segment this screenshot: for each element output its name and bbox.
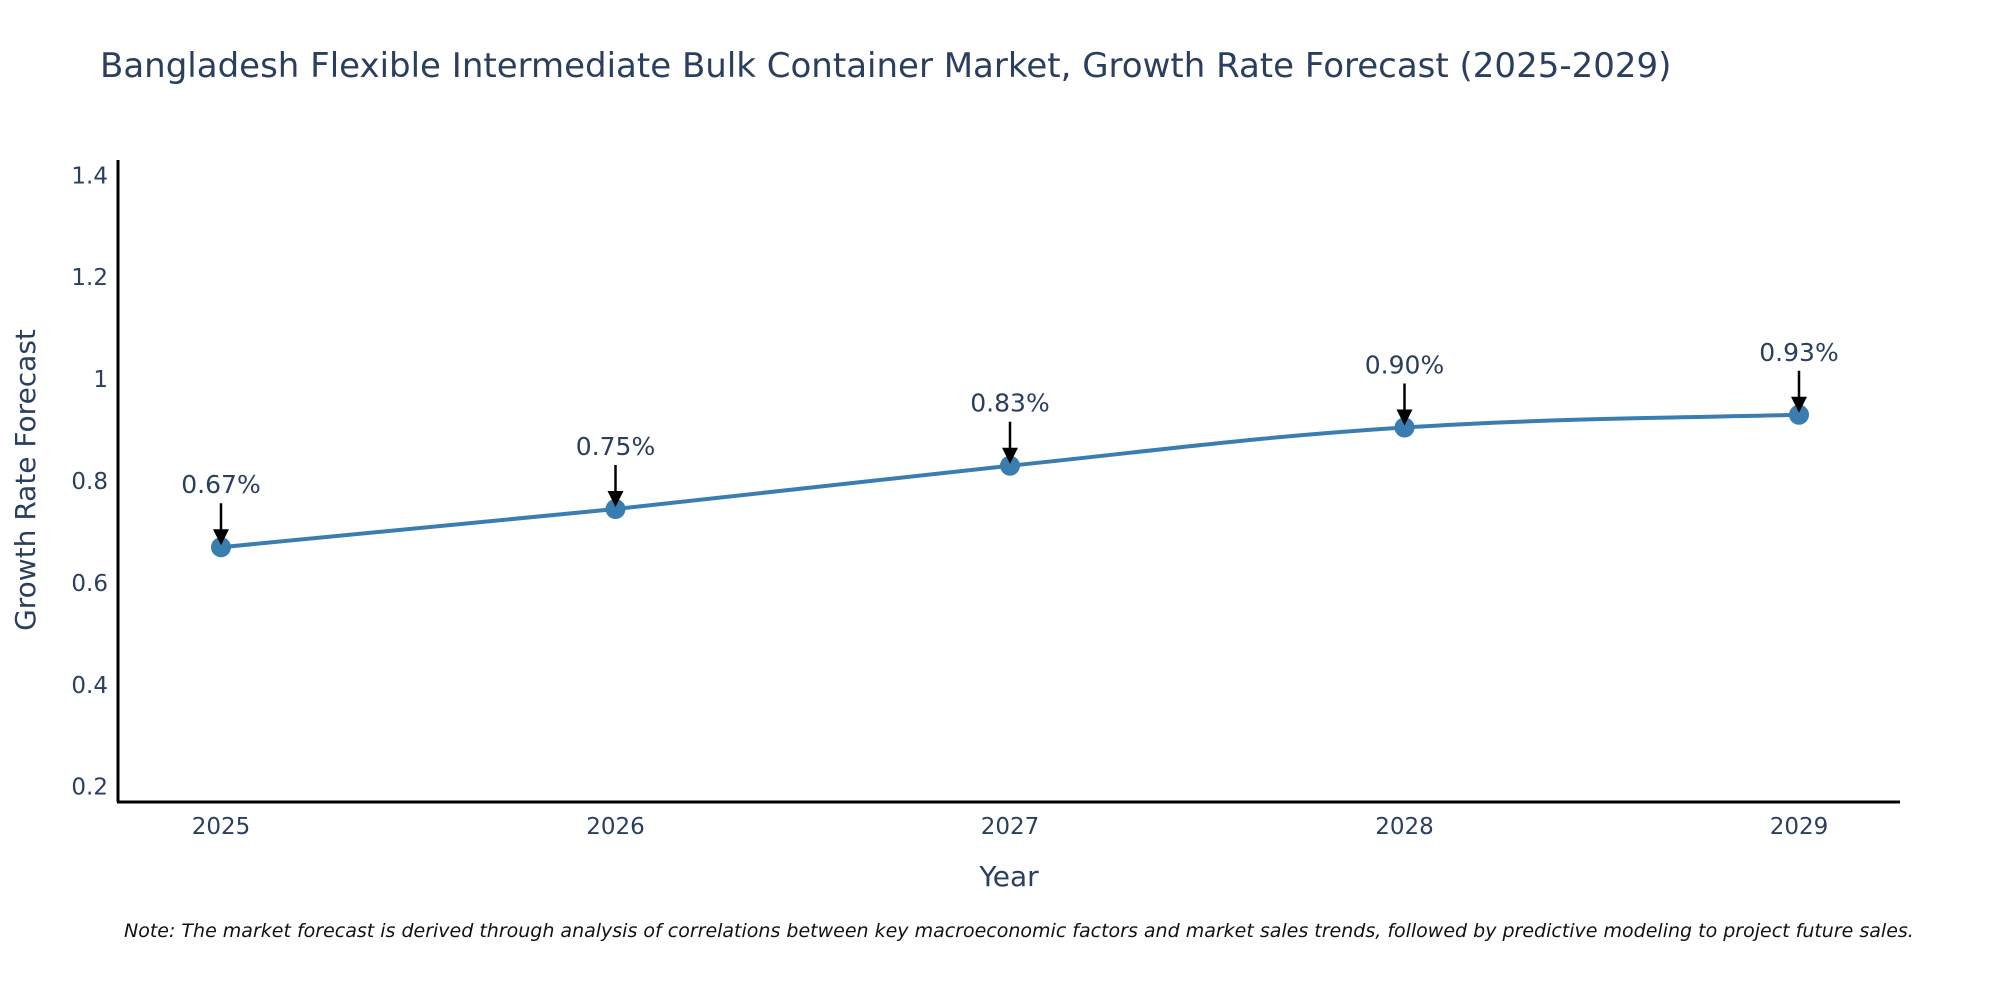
x-tick-label: 2029 bbox=[1770, 814, 1829, 840]
data-label: 0.90% bbox=[1365, 351, 1444, 380]
x-tick-label: 2028 bbox=[1375, 814, 1434, 840]
data-label: 0.67% bbox=[181, 470, 260, 499]
data-label: 0.83% bbox=[970, 389, 1049, 418]
data-point[interactable] bbox=[1789, 404, 1809, 425]
annotations: 0.67% 0.75% 0.83% 0.90% 0.93% bbox=[181, 338, 1839, 546]
y-axis-title: Growth Rate Forecast bbox=[9, 329, 42, 631]
chart-title: Bangladesh Flexible Intermediate Bulk Co… bbox=[100, 46, 1672, 86]
arrow-down-icon bbox=[1002, 447, 1018, 464]
y-tick-label: 1 bbox=[93, 367, 108, 393]
x-tick-label: 2025 bbox=[192, 814, 251, 840]
data-point[interactable] bbox=[605, 499, 626, 520]
arrow-down-icon bbox=[213, 529, 229, 546]
x-tick-label: 2026 bbox=[586, 814, 645, 840]
y-tick-label: 1.2 bbox=[71, 265, 108, 291]
data-points bbox=[211, 404, 1809, 558]
data-label: 0.75% bbox=[576, 432, 655, 461]
arrow-down-icon bbox=[607, 491, 624, 508]
arrow-down-icon bbox=[1791, 396, 1807, 413]
y-tick-label: 0.6 bbox=[71, 571, 108, 597]
x-tick-label: 2027 bbox=[981, 814, 1040, 840]
footnote: Note: The market forecast is derived thr… bbox=[124, 920, 1914, 942]
x-axis-title: Year bbox=[978, 860, 1039, 893]
y-tick-label: 0.8 bbox=[71, 469, 108, 495]
y-axis-ticks: 0.2 0.4 0.6 0.8 1 1.2 1.4 bbox=[71, 163, 108, 800]
data-point[interactable] bbox=[1394, 417, 1415, 438]
data-point[interactable] bbox=[211, 537, 231, 558]
y-tick-label: 1.4 bbox=[71, 163, 108, 189]
arrow-down-icon bbox=[1396, 409, 1413, 426]
data-label: 0.93% bbox=[1759, 338, 1838, 367]
y-tick-label: 0.4 bbox=[71, 673, 108, 699]
x-axis-ticks: 2025 2026 2027 2028 2029 bbox=[192, 814, 1829, 840]
data-point[interactable] bbox=[1000, 455, 1020, 476]
y-tick-label: 0.2 bbox=[71, 775, 108, 801]
